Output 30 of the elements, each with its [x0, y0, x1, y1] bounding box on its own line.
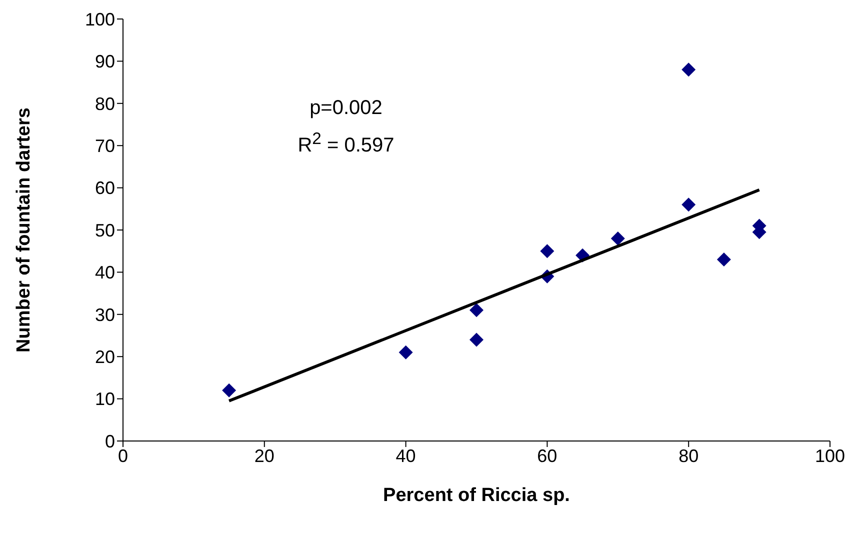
x-tick-label: 60 [537, 446, 558, 466]
y-tick-label: 40 [94, 262, 115, 283]
x-tick-label: 0 [118, 446, 128, 466]
x-axis-title: Percent of Riccia sp. [383, 485, 570, 506]
point [682, 198, 696, 212]
y-tick-label: 30 [94, 304, 115, 325]
point [398, 345, 413, 360]
y-tick-label: 0 [104, 431, 115, 452]
y-tick-label: 80 [94, 94, 115, 114]
point [222, 383, 236, 398]
y-tick-label: 20 [94, 346, 115, 367]
point [470, 332, 484, 347]
annotation: R$^{2}$ = 0.597 [296, 129, 396, 158]
y-tick-label: 10 [94, 389, 115, 410]
y-tick-label: 70 [94, 136, 115, 156]
y-tick-label: 60 [94, 178, 115, 198]
point [610, 231, 625, 246]
x-tick-label: 80 [678, 446, 699, 466]
point [682, 62, 696, 77]
point [540, 244, 554, 258]
point [716, 252, 731, 267]
y-tick-label: 50 [94, 220, 115, 240]
y-tick-label: 90 [94, 52, 115, 72]
y-axis-title: Number of fountain darters [14, 108, 35, 352]
x-tick-label: 100 [814, 446, 846, 466]
x-tick-label: 20 [254, 446, 274, 466]
annotation: p=0.002 [308, 97, 384, 120]
point [470, 303, 484, 318]
x-tick-label: 40 [396, 446, 416, 466]
y-tick-label: 100 [84, 9, 115, 30]
